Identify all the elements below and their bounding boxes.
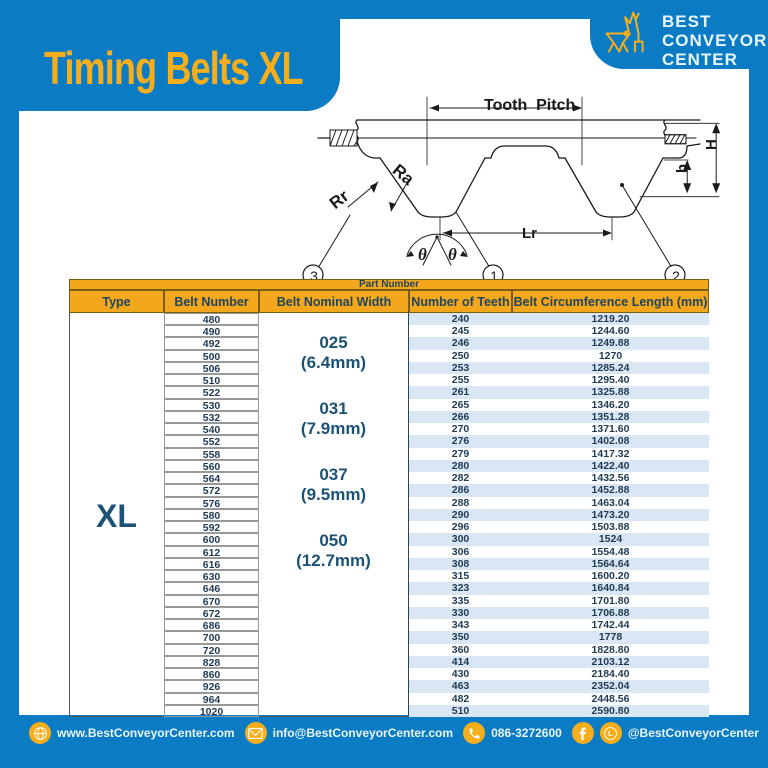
svg-text:L: L bbox=[609, 729, 614, 738]
